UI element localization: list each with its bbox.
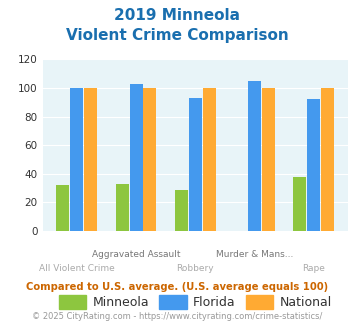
Text: 2019 Minneola: 2019 Minneola [115, 8, 240, 23]
Bar [70, 88, 83, 231]
Bar [321, 88, 334, 231]
Bar [307, 99, 320, 231]
Text: Rape: Rape [302, 264, 325, 273]
Legend: Minneola, Florida, National: Minneola, Florida, National [54, 290, 337, 314]
Bar [248, 81, 261, 231]
Bar [262, 88, 275, 231]
Bar [293, 177, 306, 231]
Text: Murder & Mans...: Murder & Mans... [216, 250, 293, 259]
Text: Aggravated Assault: Aggravated Assault [92, 250, 180, 259]
Text: Robbery: Robbery [176, 264, 214, 273]
Bar [203, 88, 216, 231]
Bar [130, 84, 143, 231]
Text: © 2025 CityRating.com - https://www.cityrating.com/crime-statistics/: © 2025 CityRating.com - https://www.city… [32, 312, 323, 321]
Text: Compared to U.S. average. (U.S. average equals 100): Compared to U.S. average. (U.S. average … [26, 282, 329, 292]
Bar [56, 185, 70, 231]
Bar [84, 88, 97, 231]
Text: All Violent Crime: All Violent Crime [39, 264, 115, 273]
Bar [143, 88, 157, 231]
Bar [189, 98, 202, 231]
Bar [116, 184, 129, 231]
Bar [175, 189, 188, 231]
Text: Violent Crime Comparison: Violent Crime Comparison [66, 28, 289, 43]
